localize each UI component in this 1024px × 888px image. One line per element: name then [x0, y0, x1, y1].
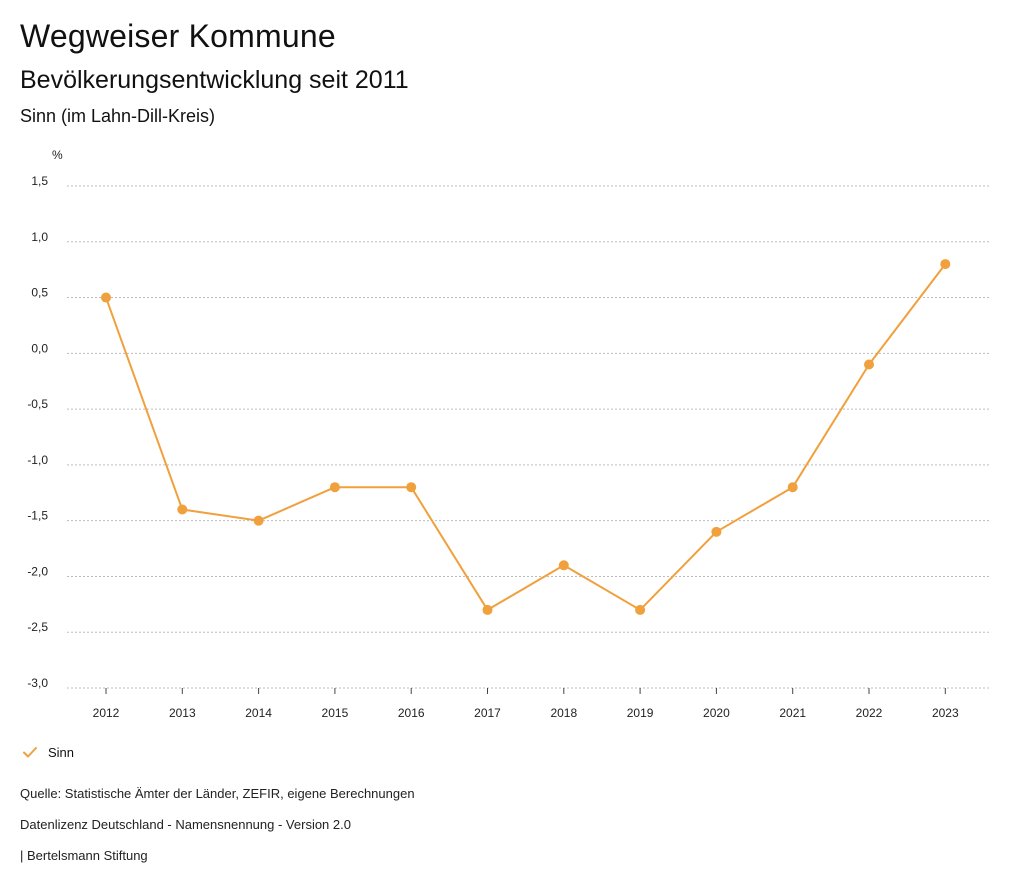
data-point[interactable]: [711, 526, 722, 537]
series-sinn: [101, 259, 951, 615]
grid-lines: [67, 185, 990, 689]
y-tick-label: -2,0: [27, 564, 48, 578]
check-icon: [23, 747, 37, 758]
x-tick-label: 2018: [550, 706, 577, 720]
data-point[interactable]: [253, 515, 264, 526]
data-point[interactable]: [177, 504, 188, 515]
series-line: [105, 263, 947, 611]
y-axis-unit-label: %: [52, 148, 63, 162]
x-tick-label: 2015: [322, 706, 349, 720]
x-tick-label: 2019: [627, 706, 654, 720]
region-label: Sinn (im Lahn-Dill-Kreis): [20, 106, 216, 126]
data-point[interactable]: [482, 604, 493, 615]
chart-subtitle: Bevölkerungsentwicklung seit 2011: [20, 66, 409, 94]
x-tick-label: 2012: [93, 706, 120, 720]
y-tick-label: -1,5: [27, 509, 48, 523]
x-axis: 2012 2013 2014 2015 2016 2017 2018 2019 2020 2021…: [93, 688, 959, 720]
y-tick-label: -2,5: [27, 620, 48, 634]
publisher-note: | Bertelsmann Stiftung: [20, 848, 148, 863]
x-tick-label: 2017: [474, 706, 501, 720]
y-axis-tick-labels: 1,5 1,0 0,5 0,0 -0,5 -1,0 -1,5 -2,0 -2,5 -3,0: [27, 174, 48, 690]
license-note: Datenlizenz Deutschland - Namensnennung …: [20, 817, 351, 832]
data-point[interactable]: [329, 482, 340, 493]
x-tick-label: 2016: [398, 706, 425, 720]
data-point[interactable]: [101, 292, 111, 303]
x-tick-label: 2021: [779, 706, 806, 720]
legend-label: Sinn: [48, 744, 75, 760]
x-tick-label: 2014: [245, 706, 272, 720]
y-tick-label: 0,0: [31, 341, 48, 355]
x-tick-label: 2013: [169, 706, 196, 720]
data-point[interactable]: [558, 560, 569, 571]
y-tick-label: 1,0: [31, 230, 48, 244]
page-title: Wegweiser Kommune: [20, 18, 336, 54]
source-note: Quelle: Statistische Ämter der Länder, Z…: [20, 786, 415, 801]
x-tick-label: 2022: [856, 706, 883, 720]
y-tick-label: 0,5: [31, 286, 48, 300]
x-tick-label: 2023: [932, 706, 959, 720]
legend-item-sinn[interactable]: Sinn: [22, 744, 74, 760]
data-point[interactable]: [940, 259, 951, 270]
y-tick-label: -3,0: [27, 676, 48, 690]
x-tick-label: 2020: [703, 706, 730, 720]
data-point[interactable]: [864, 359, 874, 370]
line-chart: % 1,5 1,0 0,5 0,0 -0,5 -1,0 -1,5 -2,0 -2,5 -3,0 2…: [27, 148, 990, 720]
data-point[interactable]: [406, 482, 417, 493]
data-point[interactable]: [787, 482, 798, 493]
y-tick-label: 1,5: [31, 174, 48, 188]
data-point[interactable]: [635, 604, 646, 615]
y-tick-label: -0,5: [27, 397, 48, 411]
y-tick-label: -1,0: [27, 453, 48, 467]
